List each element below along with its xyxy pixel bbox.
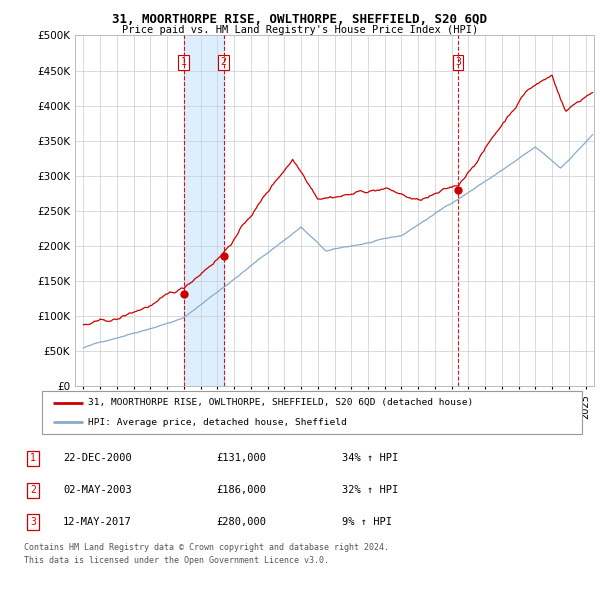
Text: 22-DEC-2000: 22-DEC-2000 [63, 454, 132, 463]
Text: 3: 3 [30, 517, 36, 527]
Text: HPI: Average price, detached house, Sheffield: HPI: Average price, detached house, Shef… [88, 418, 347, 427]
Text: 9% ↑ HPI: 9% ↑ HPI [342, 517, 392, 527]
Text: 12-MAY-2017: 12-MAY-2017 [63, 517, 132, 527]
Text: 2: 2 [221, 57, 226, 67]
Text: 3: 3 [455, 57, 461, 67]
Text: 2: 2 [30, 486, 36, 495]
Text: £280,000: £280,000 [216, 517, 266, 527]
Text: 1: 1 [181, 57, 187, 67]
Bar [184, 35, 224, 386]
Text: 02-MAY-2003: 02-MAY-2003 [63, 486, 132, 495]
Text: This data is licensed under the Open Government Licence v3.0.: This data is licensed under the Open Gov… [24, 556, 329, 565]
Text: 31, MOORTHORPE RISE, OWLTHORPE, SHEFFIELD, S20 6QD: 31, MOORTHORPE RISE, OWLTHORPE, SHEFFIEL… [113, 13, 487, 26]
Text: Contains HM Land Registry data © Crown copyright and database right 2024.: Contains HM Land Registry data © Crown c… [24, 543, 389, 552]
Text: 1: 1 [30, 454, 36, 463]
Text: Price paid vs. HM Land Registry's House Price Index (HPI): Price paid vs. HM Land Registry's House … [122, 25, 478, 35]
Text: 32% ↑ HPI: 32% ↑ HPI [342, 486, 398, 495]
Text: 31, MOORTHORPE RISE, OWLTHORPE, SHEFFIELD, S20 6QD (detached house): 31, MOORTHORPE RISE, OWLTHORPE, SHEFFIEL… [88, 398, 473, 407]
Text: £186,000: £186,000 [216, 486, 266, 495]
FancyBboxPatch shape [42, 391, 582, 434]
Text: 34% ↑ HPI: 34% ↑ HPI [342, 454, 398, 463]
Text: £131,000: £131,000 [216, 454, 266, 463]
